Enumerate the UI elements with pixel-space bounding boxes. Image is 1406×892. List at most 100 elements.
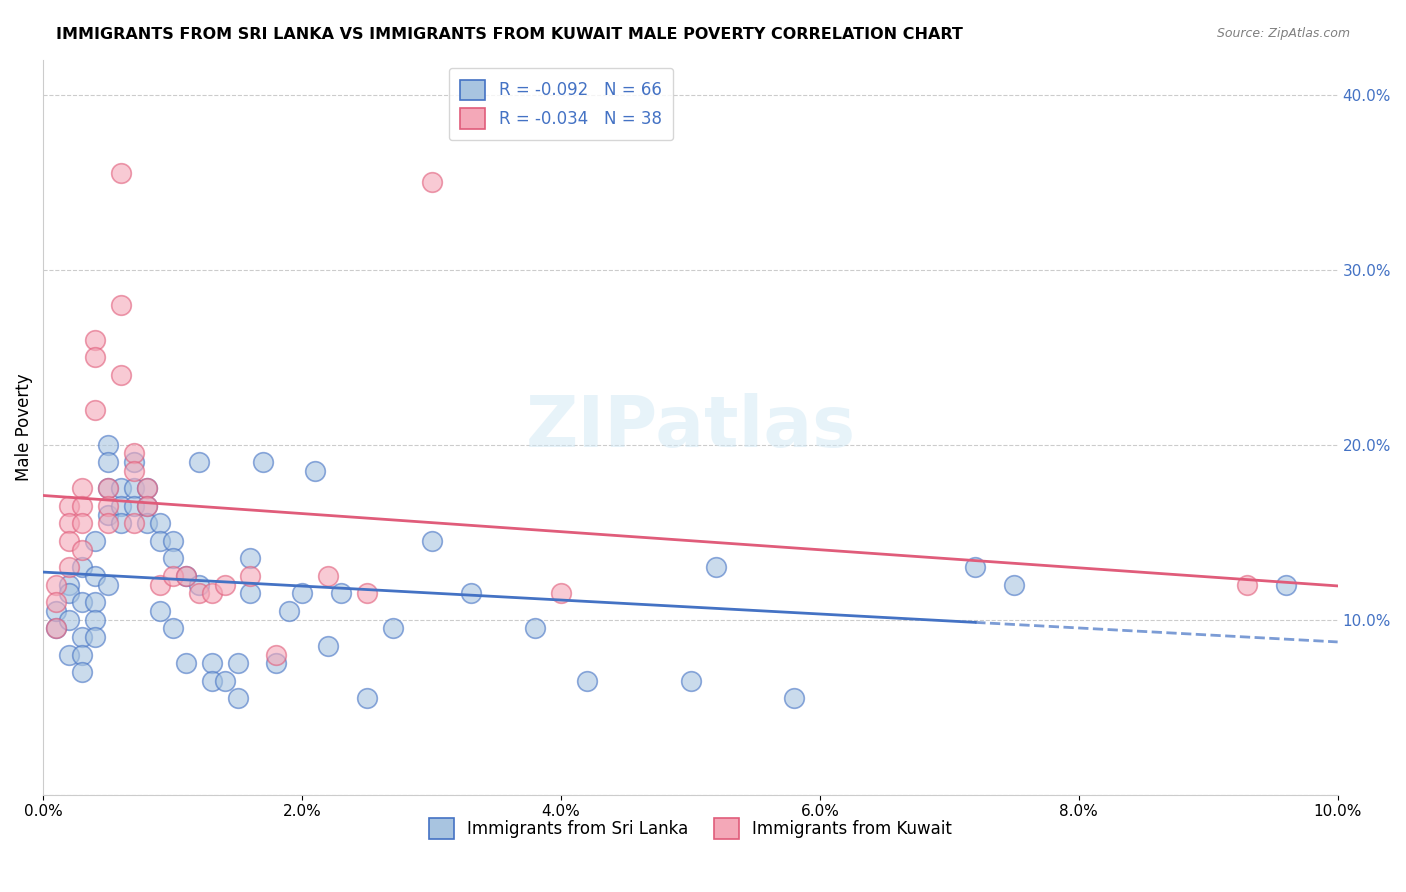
Point [162, 622, 184, 636]
Point [201, 586, 224, 600]
Point [58, 533, 80, 548]
Point [187, 586, 209, 600]
Point [524, 622, 547, 636]
Text: IMMIGRANTS FROM SRI LANKA VS IMMIGRANTS FROM KUWAIT MALE POVERTY CORRELATION CHA: IMMIGRANTS FROM SRI LANKA VS IMMIGRANTS … [56, 27, 963, 42]
Point [110, 368, 132, 382]
Point [45, 595, 67, 609]
Point [110, 166, 132, 180]
Point [381, 622, 404, 636]
Point [316, 639, 339, 653]
Point [58, 648, 80, 662]
Point [58, 613, 80, 627]
Point [45, 604, 67, 618]
Point [575, 673, 598, 688]
Point [70, 595, 93, 609]
Text: Source: ZipAtlas.com: Source: ZipAtlas.com [1216, 27, 1350, 40]
Point [122, 446, 145, 460]
Point [1275, 577, 1298, 591]
Point [420, 533, 443, 548]
Point [136, 499, 159, 513]
Point [136, 499, 159, 513]
Point [965, 560, 987, 574]
Point [58, 577, 80, 591]
Point [252, 455, 274, 469]
Point [70, 665, 93, 680]
Point [214, 577, 236, 591]
Point [84, 595, 107, 609]
Point [122, 482, 145, 496]
Point [97, 455, 120, 469]
Y-axis label: Male Poverty: Male Poverty [15, 374, 32, 481]
Point [97, 577, 120, 591]
Point [58, 499, 80, 513]
Point [174, 569, 197, 583]
Point [84, 402, 107, 417]
Point [45, 622, 67, 636]
Point [239, 586, 262, 600]
Point [97, 508, 120, 522]
Point [316, 569, 339, 583]
Point [122, 464, 145, 478]
Point [706, 560, 728, 574]
Point [356, 586, 378, 600]
Point [460, 586, 482, 600]
Point [58, 586, 80, 600]
Point [58, 516, 80, 531]
Point [122, 455, 145, 469]
Point [149, 604, 172, 618]
Point [110, 499, 132, 513]
Point [70, 630, 93, 644]
Point [70, 560, 93, 574]
Point [97, 499, 120, 513]
Point [201, 657, 224, 671]
Point [420, 175, 443, 189]
Point [97, 482, 120, 496]
Point [201, 673, 224, 688]
Point [304, 464, 326, 478]
Point [110, 482, 132, 496]
Point [187, 455, 209, 469]
Point [239, 569, 262, 583]
Point [266, 648, 288, 662]
Point [226, 691, 249, 706]
Point [550, 586, 572, 600]
Point [70, 482, 93, 496]
Point [162, 533, 184, 548]
Point [136, 482, 159, 496]
Point [136, 516, 159, 531]
Point [45, 622, 67, 636]
Point [70, 648, 93, 662]
Point [278, 604, 301, 618]
Point [330, 586, 353, 600]
Point [84, 333, 107, 347]
Point [136, 482, 159, 496]
Point [84, 630, 107, 644]
Text: ZIPatlas: ZIPatlas [526, 392, 856, 462]
Legend: Immigrants from Sri Lanka, Immigrants from Kuwait: Immigrants from Sri Lanka, Immigrants fr… [422, 812, 959, 846]
Point [70, 499, 93, 513]
Point [122, 516, 145, 531]
Point [70, 516, 93, 531]
Point [783, 691, 806, 706]
Point [97, 437, 120, 451]
Point [122, 499, 145, 513]
Point [110, 516, 132, 531]
Point [70, 542, 93, 557]
Point [149, 577, 172, 591]
Point [679, 673, 702, 688]
Point [45, 577, 67, 591]
Point [84, 533, 107, 548]
Point [149, 516, 172, 531]
Point [266, 657, 288, 671]
Point [162, 551, 184, 566]
Point [84, 569, 107, 583]
Point [162, 569, 184, 583]
Point [149, 533, 172, 548]
Point [110, 298, 132, 312]
Point [84, 350, 107, 364]
Point [356, 691, 378, 706]
Point [174, 657, 197, 671]
Point [187, 577, 209, 591]
Point [97, 482, 120, 496]
Point [174, 569, 197, 583]
